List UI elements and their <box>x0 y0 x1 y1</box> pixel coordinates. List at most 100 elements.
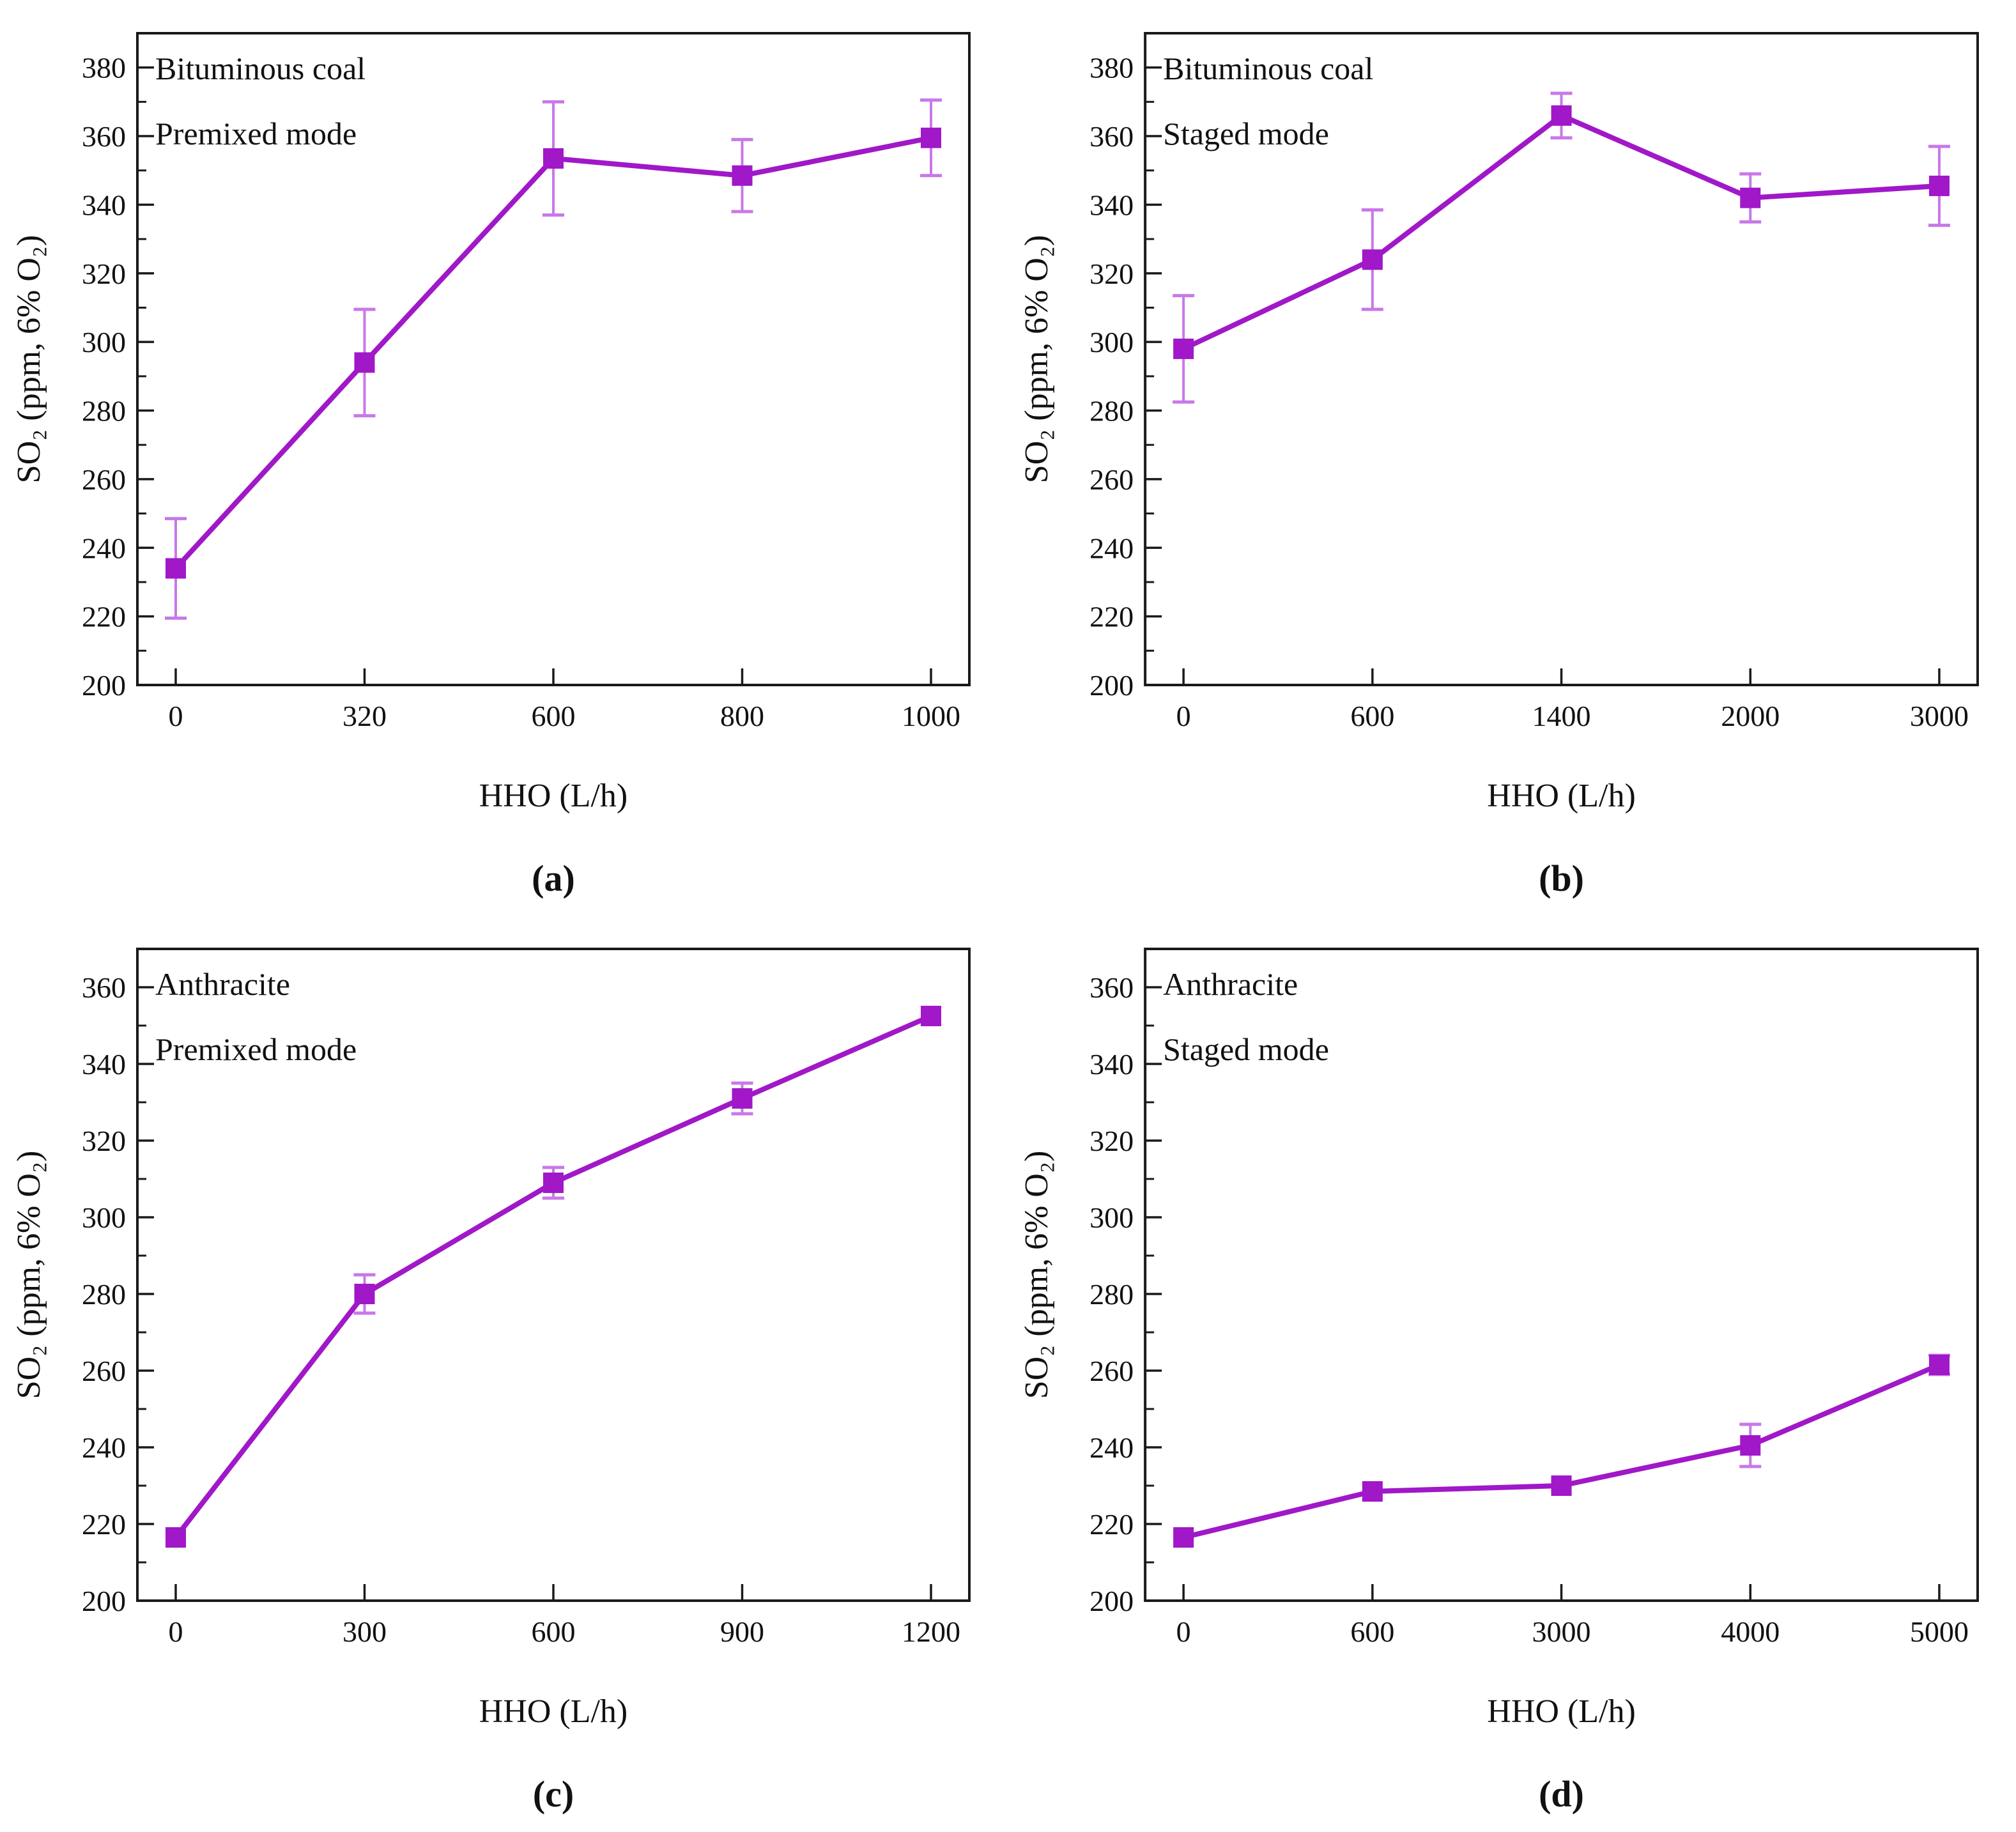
annotation-line1: Bituminous coal <box>1163 50 1373 86</box>
series-line <box>173 1013 934 1540</box>
data-point-marker <box>1362 1481 1383 1502</box>
x-tick-label: 300 <box>342 1615 387 1648</box>
y-axis-title: SO₂ (ppm, 6% O₂) <box>11 235 47 484</box>
y-tick-label: 200 <box>82 669 126 702</box>
panel-caption: (c) <box>533 1773 574 1815</box>
y-tick-label: 280 <box>82 395 126 427</box>
y-tick-label: 260 <box>82 1355 126 1387</box>
x-tick-label: 600 <box>532 700 576 732</box>
y-axis-title: SO₂ (ppm, 6% O₂) <box>1019 1151 1055 1399</box>
data-point-marker <box>165 558 186 579</box>
panel-b: 200 220 240 260 280 300 320 340 360 380 0 600 1400 20… <box>1008 0 2016 916</box>
y-tick-label: 380 <box>82 52 126 84</box>
y-tick-label: 300 <box>1089 326 1134 358</box>
x-tick-label: 320 <box>342 700 387 732</box>
y-tick-label: 300 <box>82 1201 126 1234</box>
annotation-line2: Staged mode <box>1163 116 1329 151</box>
y-tick-label: 300 <box>1089 1201 1134 1234</box>
x-tick-label: 600 <box>1350 1615 1394 1648</box>
y-tick-label: 280 <box>82 1278 126 1311</box>
x-axis-title: HHO (L/h) <box>479 778 628 814</box>
x-tick-label: 2000 <box>1721 700 1780 732</box>
y-tick-label: 220 <box>82 1508 126 1541</box>
y-tick-label: 340 <box>82 189 126 221</box>
chart-b: 200 220 240 260 280 300 320 340 360 380 0 600 1400 20… <box>1019 32 1979 899</box>
x-tick-label: 600 <box>1350 700 1394 732</box>
panel-caption: (a) <box>532 858 575 899</box>
y-tick-label: 220 <box>82 601 126 633</box>
y-tick-label: 200 <box>82 1585 126 1617</box>
x-tick-label: 0 <box>1176 700 1191 732</box>
y-tick-label: 320 <box>82 258 126 290</box>
data-point-marker <box>165 1527 186 1548</box>
x-tick-label: 3000 <box>1532 1615 1591 1648</box>
annotation-line1: Anthracite <box>1163 966 1298 1002</box>
y-tick-label: 320 <box>82 1125 126 1157</box>
y-tick-label: 360 <box>82 120 126 153</box>
y-tick-label: 220 <box>1089 601 1134 633</box>
x-axis-title: HHO (L/h) <box>479 1693 628 1730</box>
y-tick-label: 240 <box>1089 532 1134 564</box>
x-tick-label: 0 <box>169 700 183 732</box>
chart-d: 200 220 240 260 280 300 320 340 360 0 600 3000 4000 5… <box>1019 948 1979 1815</box>
data-point-marker <box>1173 1527 1194 1548</box>
data-point-marker <box>1740 1435 1761 1456</box>
data-point-marker <box>1551 1475 1572 1496</box>
x-tick-label: 1400 <box>1532 700 1591 732</box>
y-tick-label: 340 <box>1089 189 1134 221</box>
data-point-marker <box>1740 187 1761 208</box>
x-tick-label: 4000 <box>1721 1615 1780 1648</box>
x-tick-label: 800 <box>720 700 764 732</box>
y-tick-label: 360 <box>1089 971 1134 1004</box>
panel-caption: (d) <box>1539 1773 1584 1815</box>
annotation-line1: Anthracite <box>155 966 290 1002</box>
data-point-marker <box>354 1284 375 1304</box>
chart-a: 200 220 240 260 280 300 320 340 360 380 0 320 600 800… <box>11 32 971 899</box>
data-point-marker <box>732 1088 753 1109</box>
data-point-marker <box>543 148 564 169</box>
x-tick-label: 1200 <box>902 1615 960 1648</box>
data-point-marker <box>921 1006 941 1026</box>
x-tick-label: 3000 <box>1910 700 1969 732</box>
data-point-marker <box>543 1173 564 1193</box>
y-tick-label: 200 <box>1089 669 1134 702</box>
data-point-marker <box>1928 175 1950 196</box>
y-tick-label: 280 <box>1089 1278 1134 1311</box>
chart-c: 200 220 240 260 280 300 320 340 360 0 300 600 900 120… <box>11 948 971 1815</box>
y-tick-label: 240 <box>1089 1431 1134 1464</box>
y-tick-label: 300 <box>82 326 126 358</box>
annotation-line2: Premixed mode <box>155 1031 357 1067</box>
panel-a: 200 220 240 260 280 300 320 340 360 380 0 320 600 800… <box>0 0 1008 916</box>
y-tick-label: 260 <box>82 463 126 496</box>
panel-c: 200 220 240 260 280 300 320 340 360 0 300 600 900 120… <box>0 916 1008 1832</box>
x-axis-title: HHO (L/h) <box>1487 1693 1636 1730</box>
x-axis-title: HHO (L/h) <box>1487 778 1636 814</box>
y-tick-label: 320 <box>1089 258 1134 290</box>
annotation-line2: Staged mode <box>1163 1031 1329 1067</box>
y-tick-label: 240 <box>82 1431 126 1464</box>
data-point-marker <box>1173 338 1194 359</box>
y-tick-label: 200 <box>1089 1585 1134 1617</box>
series-line <box>1181 1362 1942 1540</box>
y-axis-title: SO₂ (ppm, 6% O₂) <box>1019 235 1055 484</box>
x-tick-label: 0 <box>1176 1615 1191 1648</box>
data-point-marker <box>921 127 941 148</box>
y-tick-label: 320 <box>1089 1125 1134 1157</box>
x-tick-label: 1000 <box>902 700 960 732</box>
annotation-line1: Bituminous coal <box>155 50 365 86</box>
y-tick-label: 360 <box>82 971 126 1004</box>
data-point-marker <box>354 352 375 373</box>
y-tick-label: 280 <box>1089 395 1134 427</box>
y-tick-label: 260 <box>1089 463 1134 496</box>
data-point-marker <box>1551 105 1572 126</box>
x-tick-label: 600 <box>532 1615 576 1648</box>
y-tick-label: 360 <box>1089 120 1134 153</box>
y-axis-title: SO₂ (ppm, 6% O₂) <box>11 1151 47 1399</box>
y-tick-label: 380 <box>1089 52 1134 84</box>
x-tick-label: 900 <box>720 1615 764 1648</box>
x-tick-label: 0 <box>169 1615 183 1648</box>
panel-d: 200 220 240 260 280 300 320 340 360 0 600 3000 4000 5… <box>1008 916 2016 1832</box>
annotation-line2: Premixed mode <box>155 116 357 151</box>
y-tick-label: 220 <box>1089 1508 1134 1541</box>
